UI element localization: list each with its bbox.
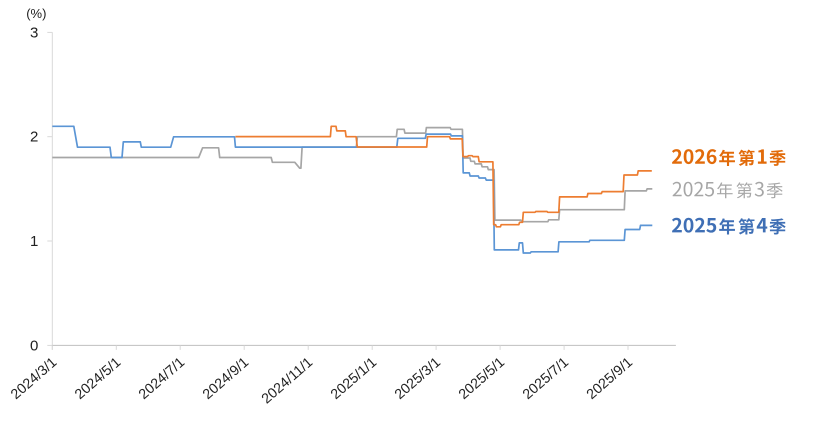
svg-text:0: 0 <box>30 337 38 354</box>
svg-text:2: 2 <box>30 129 38 146</box>
svg-text:3: 3 <box>30 24 38 41</box>
svg-text:(%): (%) <box>26 6 46 21</box>
svg-text:1: 1 <box>30 233 38 250</box>
